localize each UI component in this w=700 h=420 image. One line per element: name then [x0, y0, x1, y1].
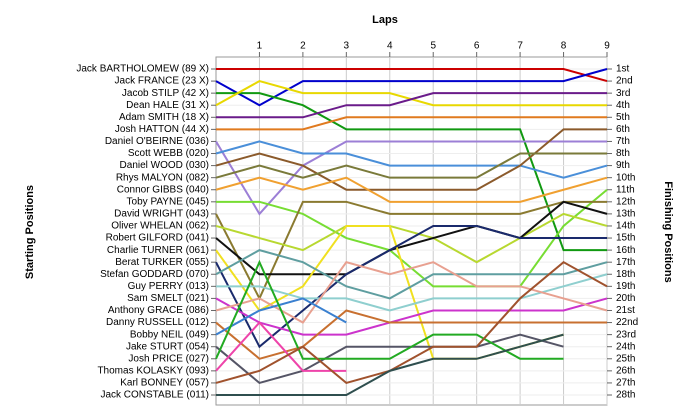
y2-tick-label: 9th: [616, 160, 630, 171]
y2-tick-label: 12th: [616, 196, 635, 207]
series-line: [215, 321, 347, 372]
series-line: [215, 140, 608, 179]
series-line: [215, 68, 608, 107]
y2-tick-label: 10th: [616, 172, 635, 183]
y2-tick-label: 17th: [616, 257, 635, 268]
x-tick-label: 2: [300, 41, 306, 52]
y-tick-label: Anthony GRACE (086): [108, 305, 209, 316]
y2-tick-label: 15th: [616, 233, 635, 244]
y2-tick-label: 5th: [616, 112, 630, 123]
y-tick-label: Stefan GODDARD (070): [100, 269, 209, 280]
series-line: [215, 333, 564, 385]
series-line: [215, 200, 608, 276]
y2-tick-label: 1st: [616, 64, 630, 75]
x-tick-label: 9: [604, 41, 610, 52]
x-tick-label: 1: [257, 41, 263, 52]
y2-tick-label: 6th: [616, 124, 630, 135]
series-line: [216, 92, 607, 119]
y2-tick-label: 28th: [616, 390, 635, 401]
y-tick-label: Jacob STILP (42 X): [122, 88, 209, 99]
series-line: [215, 152, 607, 179]
y2-tick-label: 25th: [616, 353, 635, 364]
y-tick-label: Thomas KOLASKY (093): [97, 365, 209, 376]
y-tick-label: Josh PRICE (027): [128, 353, 209, 364]
series-line: [215, 297, 608, 336]
y2-axis-label: Finishing Positions: [662, 181, 674, 282]
y-tick-label: Bobby NEIL (049): [130, 329, 209, 340]
y-tick-label: Jack FRANCE (23 X): [115, 76, 209, 87]
series-line: [215, 200, 607, 301]
y-tick-label: David WRIGHT (043): [114, 209, 209, 220]
y-tick-label: Daniel O'BEIRNE (036): [105, 136, 209, 147]
x-tick-label: 7: [517, 41, 523, 52]
y-tick-label: Charlie TURNER (061): [107, 245, 209, 256]
series-line: [215, 176, 608, 203]
y-tick-label: Toby PAYNE (045): [127, 196, 209, 207]
x-tick-label: 5: [430, 41, 436, 52]
series-line: [215, 249, 608, 300]
y2-tick-label: 7th: [616, 136, 630, 147]
y-tick-label: Sam SMELT (021): [127, 293, 209, 304]
y2-tick-label: 22nd: [616, 317, 638, 328]
y-tick-label: Guy PERRY (013): [128, 281, 209, 292]
series-line: [216, 92, 607, 252]
series-line: [216, 116, 607, 131]
series-line: [215, 212, 608, 264]
y-tick-label: Danny RUSSELL (012): [106, 317, 209, 328]
y-tick-label: Robert GILFORD (041): [106, 233, 209, 244]
y2-tick-label: 18th: [616, 269, 635, 280]
series-line: [216, 333, 564, 396]
chart-title: Laps: [372, 14, 398, 26]
y2-tick-label: 8th: [616, 148, 630, 159]
y2-tick-label: 21st: [616, 305, 635, 316]
y2-tick-label: 20th: [616, 293, 635, 304]
y-tick-label: Dean HALE (31 X): [126, 100, 209, 111]
y-tick-label: Jake STURT (054): [126, 341, 209, 352]
y-tick-label: Connor GIBBS (040): [117, 184, 209, 195]
x-tick-label: 4: [387, 41, 393, 52]
series-line: [215, 128, 607, 191]
y2-tick-label: 4th: [616, 100, 630, 111]
y-tick-label: Jack BARTHOLOMEW (89 X): [76, 64, 209, 75]
x-tick-label: 3: [344, 41, 350, 52]
y-tick-label: Oliver WHELAN (062): [111, 221, 209, 232]
y2-tick-label: 24th: [616, 341, 635, 352]
y2-tick-label: 3rd: [616, 88, 630, 99]
y-tick-label: Adam SMITH (18 X): [119, 112, 209, 123]
series-line: [216, 68, 608, 83]
y2-tick-label: 26th: [616, 365, 635, 376]
x-tick-label: 6: [474, 41, 480, 52]
y-tick-label: Jack CONSTABLE (011): [100, 390, 209, 401]
y2-tick-label: 11th: [616, 184, 635, 195]
y-tick-label: Rhys MALYON (082): [116, 172, 209, 183]
y-tick-label: Karl BONNEY (057): [120, 378, 209, 389]
y2-tick-label: 13th: [616, 209, 635, 220]
y2-tick-label: 16th: [616, 245, 635, 256]
y-axis-label: Starting Positions: [24, 185, 36, 279]
series-line: [215, 309, 607, 360]
y-tick-label: Daniel WOOD (030): [120, 160, 209, 171]
y2-tick-label: 27th: [616, 378, 635, 389]
x-tick-label: 8: [561, 41, 567, 52]
series-line: [215, 260, 608, 385]
y2-tick-label: 19th: [616, 281, 635, 292]
y-tick-label: Scott WEBB (020): [128, 148, 209, 159]
y2-tick-label: 23rd: [616, 329, 636, 340]
y2-tick-label: 14th: [616, 221, 635, 232]
y2-tick-label: 2nd: [616, 76, 633, 87]
series-line: [215, 297, 347, 336]
y-tick-label: Berat TURKER (055): [115, 257, 209, 268]
y-tick-label: Josh HATTON (44 X): [115, 124, 209, 135]
series-line: [215, 140, 607, 216]
